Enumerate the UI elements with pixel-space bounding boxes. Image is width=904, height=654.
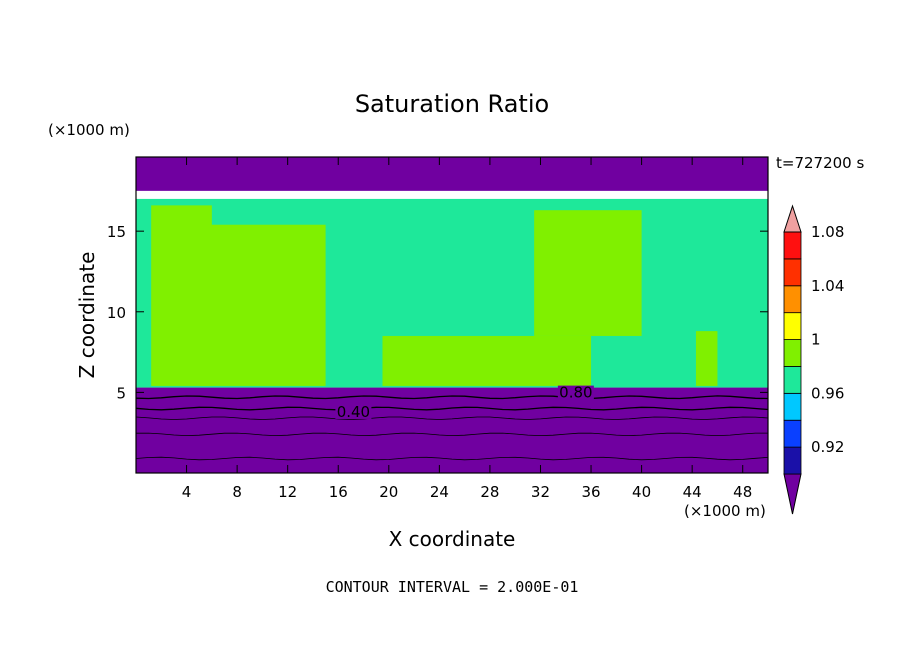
- colorbar-segment: [783, 312, 802, 340]
- colorbar-tick-label: 1.08: [811, 223, 844, 241]
- y-tick-label: 15: [107, 223, 126, 241]
- x-tick-label: 20: [379, 483, 398, 501]
- time-label: t=727200 s: [776, 154, 864, 172]
- contour-labels: 0.40 0.80: [335, 384, 594, 421]
- colorbar-segment: [783, 366, 802, 394]
- plot-area: [136, 157, 768, 473]
- contour-line-1: [136, 432, 768, 437]
- y-tick-label: 10: [107, 304, 126, 322]
- contour-label-bg: [335, 404, 372, 419]
- chart-title: Saturation Ratio: [355, 90, 549, 118]
- contour-line-4: [136, 395, 768, 400]
- x-tick-label: 48: [733, 483, 752, 501]
- x-tick-label: 12: [278, 483, 297, 501]
- contour-label: 0.80: [559, 384, 592, 402]
- field-region-5: [534, 210, 642, 336]
- colorbar-tick-label: 0.92: [811, 438, 844, 456]
- x-tick-label: 28: [480, 483, 499, 501]
- x-unit-label: (×1000 m): [684, 502, 766, 520]
- contour-label-bg: [557, 385, 594, 400]
- field-region-7: [136, 157, 768, 191]
- colorbar-segment: [783, 285, 802, 314]
- x-tick-label: 44: [683, 483, 702, 501]
- colorbar-segment: [783, 258, 802, 287]
- field-region-6: [695, 331, 718, 386]
- colorbar-segment: [783, 231, 802, 260]
- plot-frame: [135, 156, 769, 474]
- contour-label: 0.40: [337, 403, 370, 421]
- x-tick-label: 24: [430, 483, 449, 501]
- colorbar-high-arrow: [783, 204, 802, 233]
- y-axis: 5 10 15: [107, 223, 768, 402]
- x-tick-label: 8: [232, 483, 242, 501]
- contour-line-2: [136, 416, 768, 420]
- colorbar-segment: [783, 339, 802, 367]
- x-tick-label: 40: [632, 483, 651, 501]
- x-tick-label: 36: [581, 483, 600, 501]
- y-axis-label: Z coordinate: [75, 252, 99, 379]
- contour-lines: [136, 395, 768, 461]
- x-axis: 4 8 12 16 20 24 28 32 36 40 44 48: [182, 157, 752, 501]
- colorbar-segment: [783, 392, 802, 421]
- field-region-3: [199, 224, 326, 386]
- y-unit-label: (×1000 m): [48, 121, 130, 139]
- contour-interval-footer: CONTOUR INTERVAL = 2.000E-01: [326, 578, 579, 596]
- colorbar-segment: [783, 446, 802, 475]
- field-region-4: [382, 335, 592, 386]
- x-tick-label: 4: [182, 483, 192, 501]
- colorbar-tick-label: 1: [811, 331, 821, 349]
- colorbar-tick-label: 1.04: [811, 277, 844, 295]
- y-tick-label: 5: [116, 384, 126, 402]
- colorbar: 0.92 0.96 1 1.04 1.08: [783, 204, 844, 515]
- contour-line-0: [136, 456, 768, 461]
- contour-line-3: [136, 406, 768, 411]
- colorbar-tick-label: 0.96: [811, 384, 844, 402]
- x-tick-label: 32: [531, 483, 550, 501]
- x-axis-label: X coordinate: [389, 527, 516, 551]
- colorbar-low-arrow: [783, 473, 802, 515]
- x-tick-label: 16: [329, 483, 348, 501]
- colorbar-segment: [783, 419, 802, 448]
- field-region-0: [136, 387, 768, 473]
